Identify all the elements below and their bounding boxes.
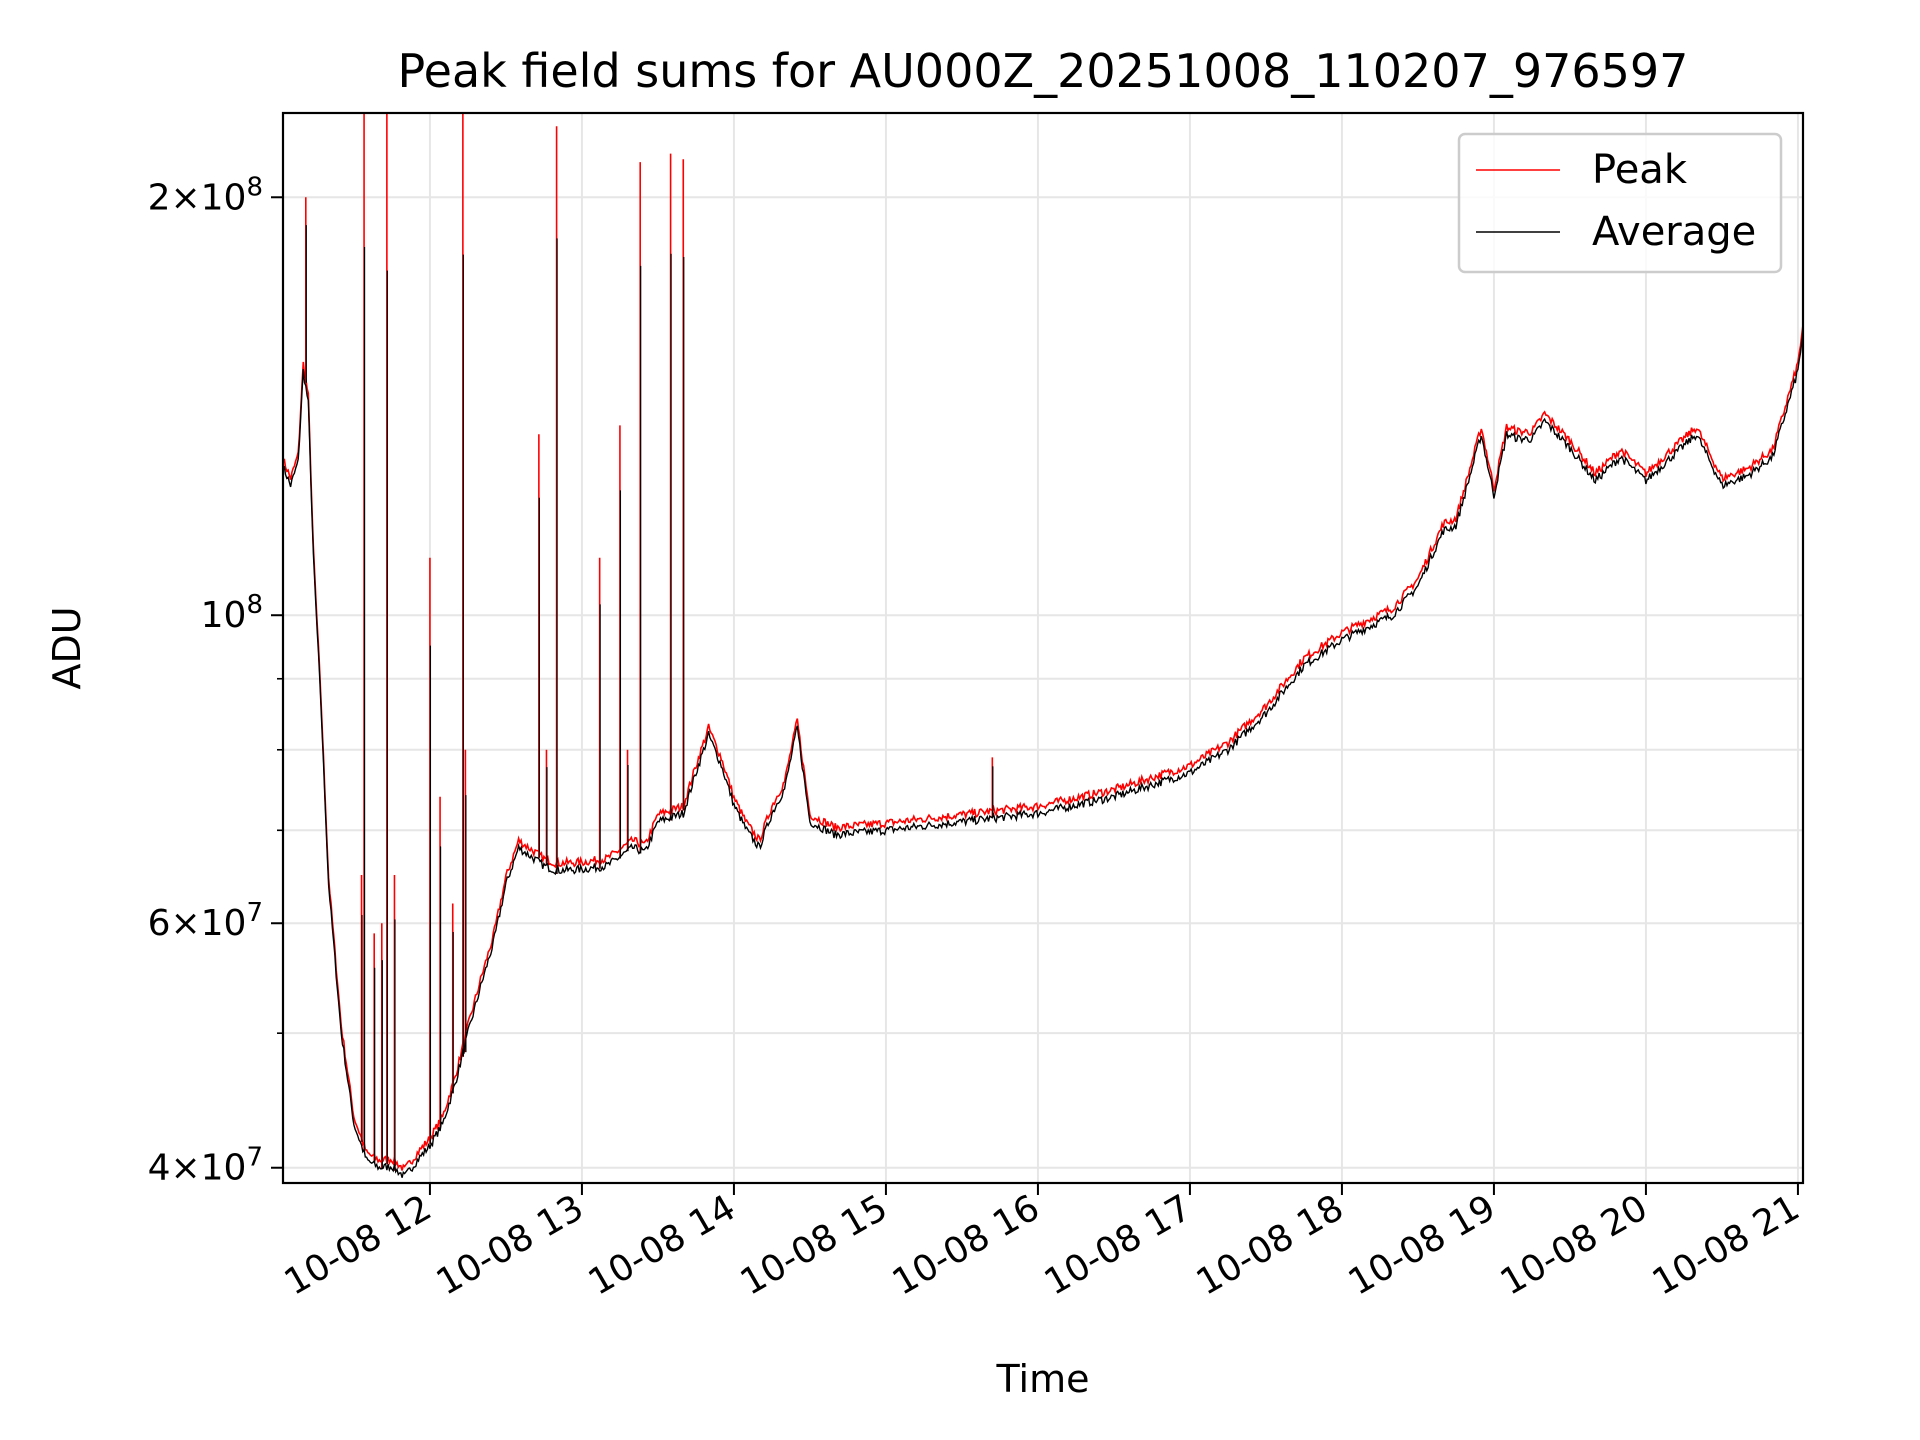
series-line-average xyxy=(283,331,1803,1178)
y-tick-base: 6 xyxy=(148,903,171,944)
y-tick-exponent: 8 xyxy=(246,172,263,202)
grid-lines xyxy=(283,113,1803,1183)
y-tick-exponent: 7 xyxy=(246,1143,263,1173)
y-tick-exponent: 7 xyxy=(246,898,263,928)
y-tick-label: 2×108 xyxy=(148,172,263,218)
series-line-peak xyxy=(283,324,1803,1171)
legend-label-average: Average xyxy=(1592,209,1756,255)
legend-box xyxy=(1457,132,1783,274)
x-axis-label: Time xyxy=(996,1357,1090,1401)
plot-frame xyxy=(281,111,1805,1185)
chart-title: Peak field sums for AU000Z_20251008_1102… xyxy=(398,44,1689,98)
legend-label-peak: Peak xyxy=(1592,147,1688,193)
y-tick-base: 2 xyxy=(148,177,171,218)
series-layer xyxy=(283,113,1803,1178)
y-tick-label: 108 xyxy=(201,590,263,636)
y-tick-label: 4×107 xyxy=(148,1143,263,1189)
legend: Peak Average xyxy=(1457,132,1783,274)
y-axis-label: ADU xyxy=(45,606,89,689)
y-tick-exponent: 8 xyxy=(246,590,263,620)
y-tick-label: 6×107 xyxy=(148,898,263,944)
y-tick-base: 4 xyxy=(148,1148,171,1189)
